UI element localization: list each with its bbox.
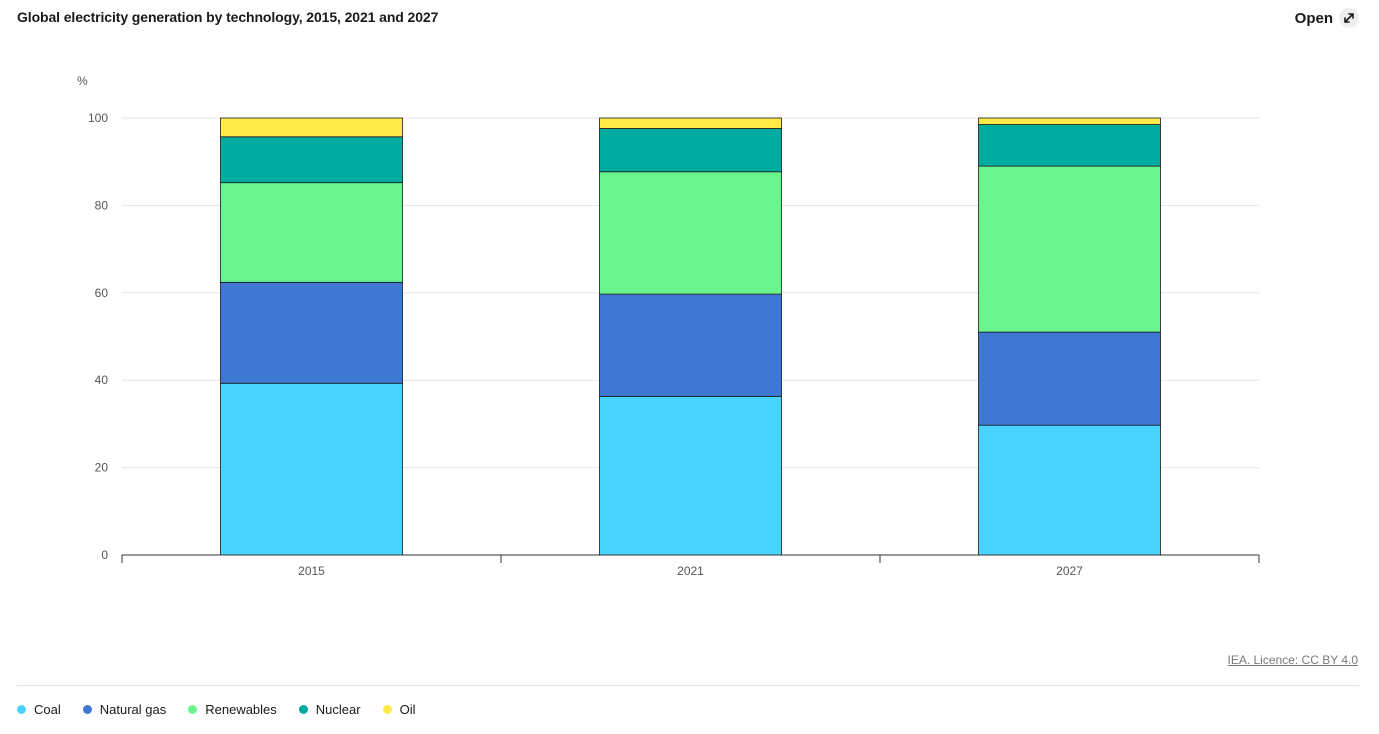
legend-item-coal[interactable]: Coal	[17, 702, 61, 717]
legend-label: Renewables	[205, 702, 277, 717]
y-tick-label: 80	[95, 198, 109, 212]
open-label: Open	[1294, 9, 1333, 27]
legend: Coal Natural gas Renewables Nuclear Oil	[17, 702, 415, 717]
licence-link[interactable]: IEA. Licence: CC BY 4.0	[1227, 653, 1358, 667]
legend-label: Oil	[399, 702, 416, 717]
legend-item-oil[interactable]: Oil	[382, 702, 416, 717]
bar-segment-natural-gas-2021	[599, 293, 782, 397]
legend-dot	[382, 705, 392, 714]
legend-dot	[188, 705, 198, 714]
legend-label: Coal	[34, 702, 61, 717]
legend-label: Natural gas	[99, 702, 167, 717]
expand-icon	[1339, 8, 1359, 28]
legend-dot	[82, 705, 92, 714]
chart-title: Global electricity generation by technol…	[17, 9, 439, 25]
bar-segment-nuclear-2015	[220, 136, 403, 184]
legend-label: Nuclear	[315, 702, 361, 717]
bar-segment-oil-2021	[599, 117, 782, 129]
bar-segment-oil-2027	[978, 117, 1161, 125]
x-tick-label: 2021	[677, 564, 704, 578]
legend-item-natural-gas[interactable]: Natural gas	[82, 702, 167, 717]
chart-plot: % 0 20 40 60 80 100 2015 2021 2027	[77, 74, 1260, 578]
divider	[17, 685, 1359, 686]
bar-segment-natural-gas-2027	[978, 331, 1161, 426]
x-tick-label: 2015	[298, 564, 325, 578]
legend-item-renewables[interactable]: Renewables	[188, 702, 277, 717]
bar-segment-coal-2015	[220, 382, 403, 556]
legend-dot	[298, 705, 308, 714]
bar-segment-coal-2021	[599, 395, 782, 556]
y-tick-label: 60	[95, 286, 109, 300]
bar-segment-nuclear-2021	[599, 128, 782, 173]
legend-item-nuclear[interactable]: Nuclear	[298, 702, 361, 717]
bar-segment-renewables-2015	[220, 182, 403, 283]
bar-segment-oil-2015	[220, 117, 403, 138]
bar-segment-nuclear-2027	[978, 124, 1161, 167]
y-tick-label: 40	[95, 373, 109, 387]
bar-segment-renewables-2021	[599, 171, 782, 295]
bar-segment-natural-gas-2015	[220, 281, 403, 384]
y-tick-label: 20	[95, 461, 109, 475]
bar-segment-renewables-2027	[978, 165, 1161, 333]
legend-dot	[17, 705, 26, 714]
y-tick-label: 100	[88, 111, 108, 125]
y-tick-label: 0	[101, 548, 108, 562]
x-tick-label: 2027	[1056, 564, 1083, 578]
open-button[interactable]: Open	[1295, 8, 1359, 28]
y-axis-unit-label: %	[77, 74, 88, 88]
bar-segment-coal-2027	[978, 424, 1161, 556]
